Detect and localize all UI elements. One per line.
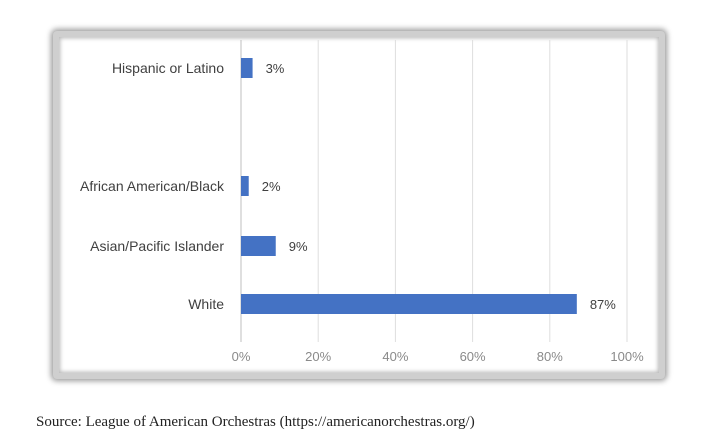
x-tick-label: 40% [382, 349, 408, 364]
bar [241, 236, 276, 256]
x-tick-label: 80% [537, 349, 563, 364]
category-label: Hispanic or Latino [112, 60, 224, 76]
data-label: 2% [262, 179, 281, 194]
data-label: 87% [590, 297, 616, 312]
x-tick-label: 20% [305, 349, 331, 364]
bar [241, 294, 577, 314]
chart-frame [53, 31, 665, 379]
category-label: African American/Black [80, 178, 225, 194]
data-label: 3% [266, 61, 285, 76]
bar [241, 58, 253, 78]
x-tick-label: 100% [610, 349, 644, 364]
category-label: White [188, 296, 224, 312]
bar [241, 176, 249, 196]
category-label: Asian/Pacific Islander [90, 238, 224, 254]
x-tick-label: 0% [232, 349, 251, 364]
data-label: 9% [289, 239, 308, 254]
source-caption: Source: League of American Orchestras (h… [36, 414, 475, 430]
x-tick-label: 60% [460, 349, 486, 364]
